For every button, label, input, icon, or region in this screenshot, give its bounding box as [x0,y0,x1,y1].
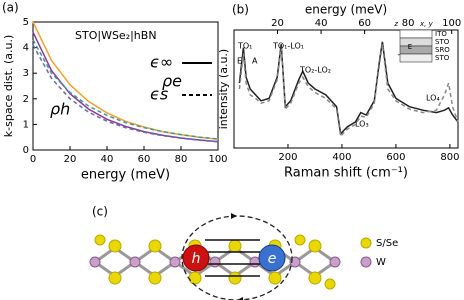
x-axis-label: Raman shift (cm⁻¹) [284,166,408,181]
annotation: TO₁ [237,42,252,51]
y-tick-label: 4 [23,43,29,54]
panel-label: (b) [232,3,249,17]
series-line [32,39,219,140]
y-axis-label: k-space dist. (a.u.) [2,35,15,137]
annotation: TO₂-LO₂ [299,66,331,75]
annotation: A [252,57,258,66]
y-tick-label: 5 [23,17,29,28]
annotation: LO₃ [355,120,369,129]
y-tick-label: 3 [23,68,29,79]
legend-label: S/Se [376,238,398,249]
inset-layer [399,37,433,47]
annotation: LO₄ [426,94,440,103]
inset-label: STO [435,54,450,62]
y-tick-label: 1 [23,119,29,130]
inset-axis: x, y [419,20,434,28]
inset-axis: z [393,20,398,28]
y-tick-label: 0 [23,145,29,156]
x-tick-label: 100 [208,154,227,165]
inset-layer [399,29,433,39]
panel-label: (a) [2,1,19,15]
x2-tick-label: 20 [271,18,284,29]
plot-frame [32,21,219,151]
inset-label: SRO [435,46,450,54]
lattice [89,213,372,300]
x-tick-label: 600 [386,152,405,163]
panel-label: (c) [92,205,108,219]
x2-tick-label: 60 [358,18,371,29]
inset-field: E [408,43,412,51]
legend-label: W [376,257,386,268]
x-tick-label: 20 [64,154,77,165]
annotation: ρe [162,72,182,91]
inset-layer [399,45,433,55]
x2-tick-label: 80 [402,18,415,29]
electron-label: e [268,251,277,267]
x2-axis-label: energy (meV) [305,3,387,17]
annotation: STO|WSe₂|hBN [75,29,157,42]
x-tick-label: 80 [175,154,188,165]
x2-tick-label: 40 [315,18,328,29]
series-line [238,44,459,138]
x-tick-label: 0 [30,154,36,165]
annotation: ρh [50,100,70,119]
x-axis-label: energy (meV) [81,168,170,183]
inset-layer [399,53,433,63]
y-axis-label: intensity (a.u.) [217,49,230,129]
y-tick-label: 2 [23,94,29,105]
x-tick-label: 400 [332,152,351,163]
inset-label: STO [435,38,450,46]
series-line [32,31,219,143]
annotation: TO₁-LO₁ [272,42,304,51]
plot-frame [233,29,459,149]
series-line [32,44,219,143]
legend-label: ϵs [150,85,168,104]
hole-label: h [192,251,201,267]
legend-label: ϵ∞ [150,53,173,72]
annotation: E [237,57,242,66]
x-tick-label: 800 [440,152,459,163]
x-tick-label: 60 [138,154,151,165]
x-tick-label: 40 [101,154,114,165]
x-tick-label: 200 [278,152,297,163]
inset-label: ITO [435,30,447,38]
x2-tick-label: 100 [442,18,461,29]
